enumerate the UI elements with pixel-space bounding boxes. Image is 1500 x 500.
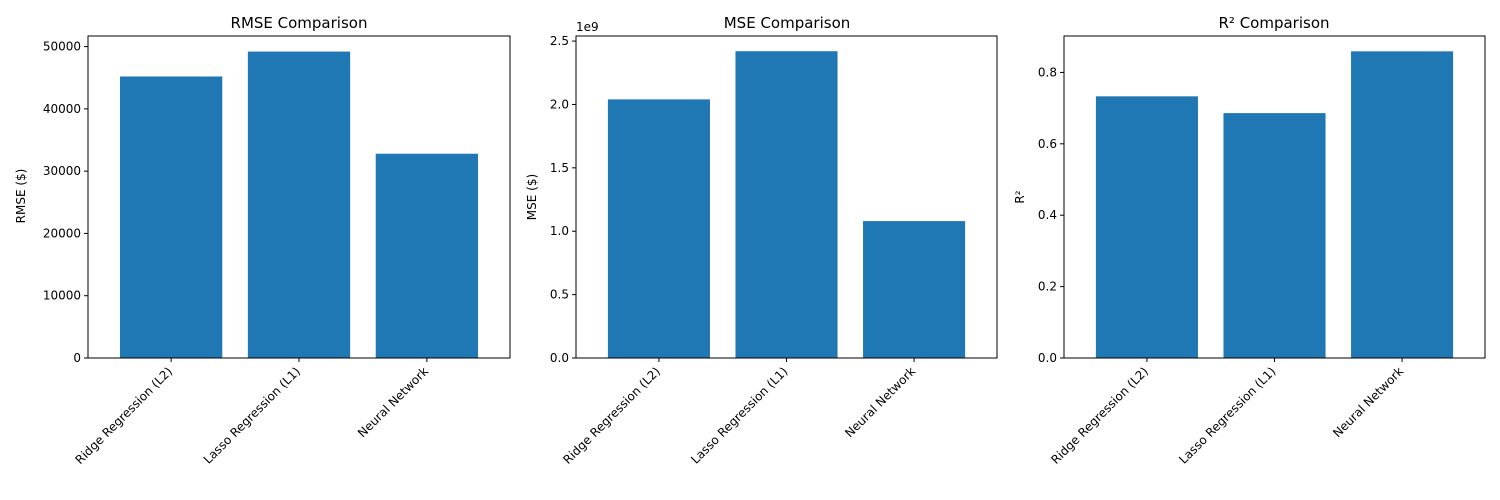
y-ticks: 0.0 0.5 1.0 1.5 2.0 2.5 [550,34,576,365]
y-axis-label: RMSE ($) [14,169,28,224]
bar [247,51,351,359]
bar [119,76,223,359]
y-tick-label: 0.8 [1038,65,1057,79]
bar [607,99,710,358]
y-tick-label: 20000 [43,226,81,240]
chart-title: RMSE Comparison [231,14,368,32]
bar [1351,51,1454,358]
y-tick-label: 40000 [43,102,81,116]
bars [1095,51,1454,359]
y-tick-label: 2.0 [550,97,569,111]
plot-frame [575,35,998,359]
y-tick-label: 0.0 [1038,351,1057,365]
bar [735,51,838,359]
chart-title: R² Comparison [1218,14,1329,32]
bars [607,51,966,359]
y-ticks: 0.0 0.2 0.4 0.6 0.8 [1038,65,1064,365]
y-tick-label: 1.0 [550,224,569,238]
y-offset-text: 1e9 [576,20,599,34]
y-ticks: 0 10000 20000 30000 40000 50000 [43,40,88,365]
y-tick-label: 0.4 [1038,208,1057,222]
y-tick-label: 10000 [43,289,81,303]
plot-frame [87,35,511,359]
plot-frame [1063,35,1486,359]
bar [375,153,479,358]
y-tick-label: 0.0 [550,351,569,365]
y-axis-label: MSE ($) [525,174,539,220]
y-axis-label: R² [1013,190,1027,203]
y-tick-label: 50000 [43,40,81,54]
y-tick-label: 0.6 [1038,137,1057,151]
bars [119,51,479,359]
y-tick-label: 1.5 [550,161,569,175]
chart-title: MSE Comparison [724,14,851,32]
bar [1095,96,1198,358]
y-tick-label: 0 [73,351,81,365]
y-tick-label: 30000 [43,164,81,178]
y-tick-label: 0.2 [1038,280,1057,294]
bar [1223,113,1326,359]
y-tick-label: 2.5 [550,34,569,48]
y-tick-label: 0.5 [550,288,569,302]
bar [863,221,966,358]
